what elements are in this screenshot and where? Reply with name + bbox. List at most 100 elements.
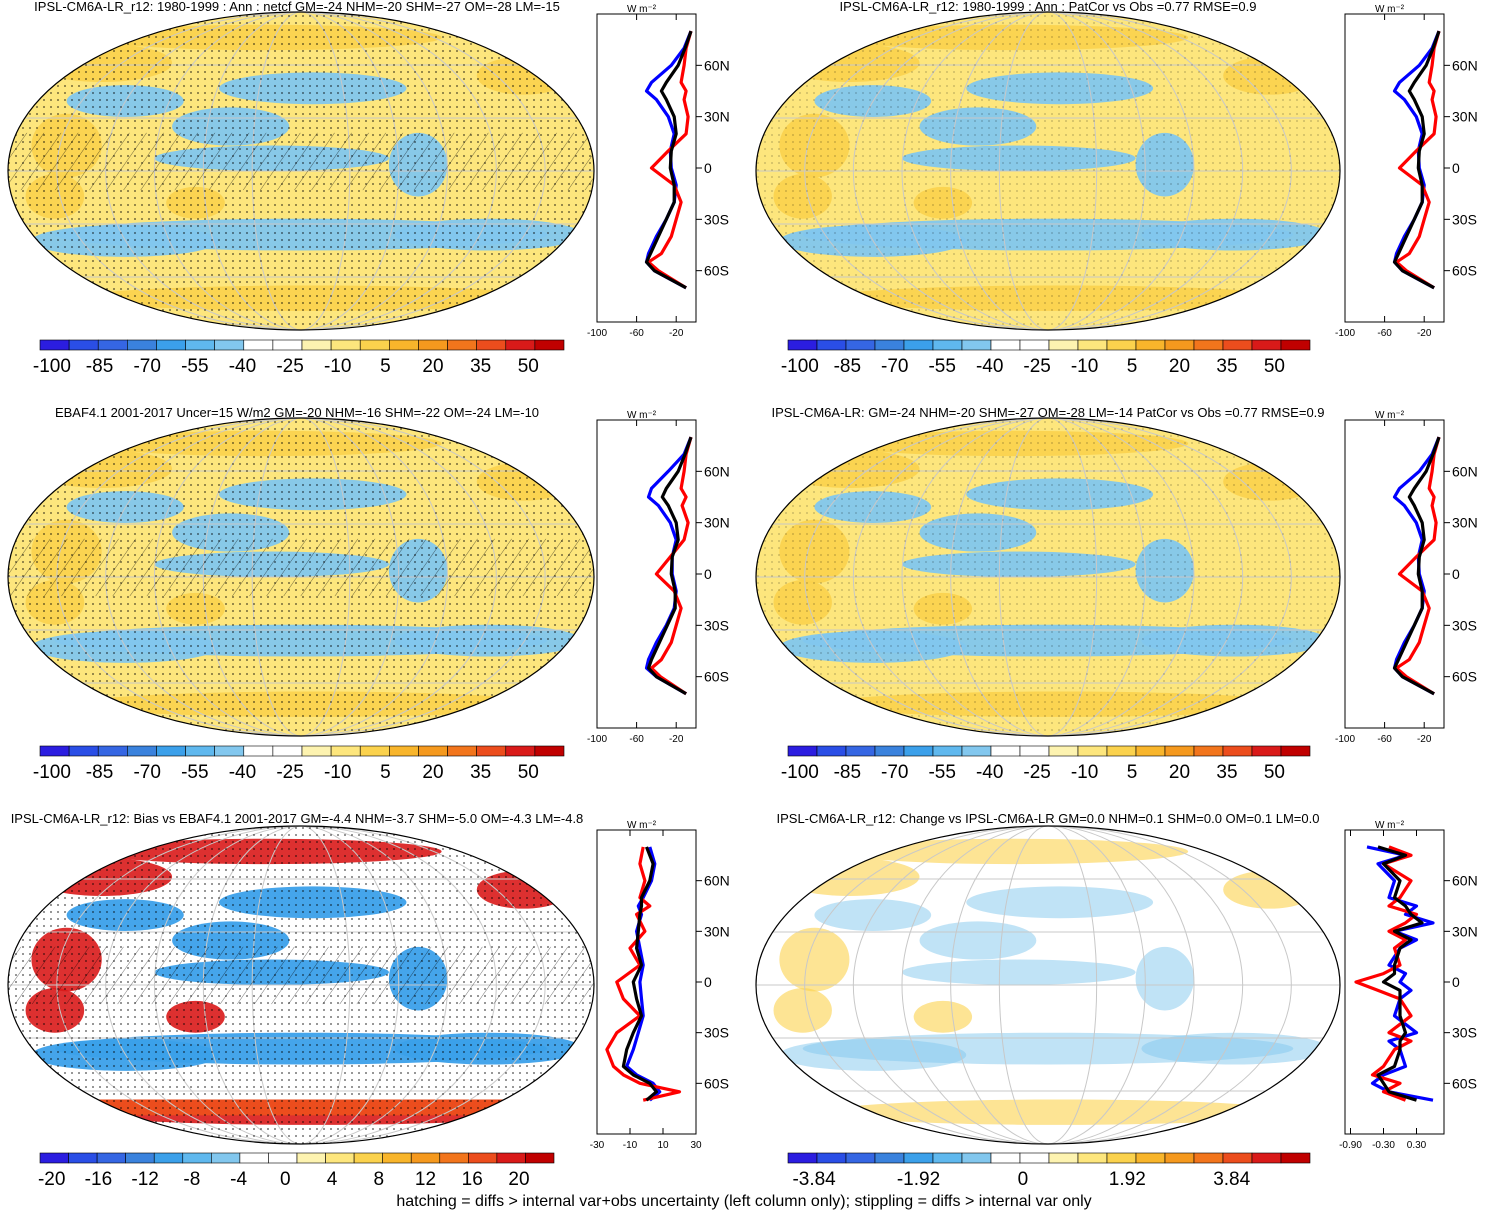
colorbar-swatch: [534, 745, 565, 757]
colorbar-swatch: [787, 745, 818, 757]
colorbar-swatch: [505, 339, 536, 351]
colorbar-tick-label: -12: [131, 1169, 158, 1190]
map-border: [7, 825, 595, 1145]
profile-x-tick-label: -0.90: [1339, 1140, 1362, 1151]
colorbar-tick-label: -85: [834, 762, 861, 783]
latitude-tick-label: 30N: [1452, 109, 1478, 125]
map: [756, 12, 1340, 330]
profile-x-tick-label: -100: [1335, 734, 1355, 745]
map: [8, 418, 594, 736]
colorbar-tick-label: -100: [33, 356, 71, 377]
profile-series-line: [649, 436, 693, 696]
profile-unit-label: W m⁻²: [1375, 410, 1405, 421]
profile-series-line: [1394, 30, 1441, 290]
colorbar-swatch: [325, 1152, 355, 1164]
colorbar-swatch: [816, 1152, 847, 1164]
colorbar-swatch: [1222, 1152, 1253, 1164]
colorbar-tick-label: -3.84: [792, 1169, 836, 1190]
colorbar-swatch: [359, 745, 390, 757]
colorbar-swatch: [845, 1152, 876, 1164]
map-border: [755, 417, 1341, 737]
coastline: [1182, 165, 1223, 279]
colorbar-tick-label: -10: [1071, 762, 1098, 783]
colorbar-swatch: [97, 745, 128, 757]
colorbar-tick-label: 20: [1169, 356, 1190, 377]
map-border: [755, 11, 1341, 331]
colorbar-swatch: [301, 745, 332, 757]
colorbar-tick-label: -20: [38, 1169, 65, 1190]
coastlines: [791, 845, 1258, 1128]
colorbar-tick-label: 0: [1018, 1169, 1029, 1190]
latitude-tick-label: 60N: [704, 57, 730, 73]
colorbar-swatch: [903, 1152, 934, 1164]
colorbar-swatch: [787, 1152, 818, 1164]
colorbar-swatch: [127, 745, 157, 757]
coastline: [1182, 979, 1223, 1093]
colorbar-tick-label: -85: [86, 356, 113, 377]
colorbar-swatch: [787, 339, 818, 351]
zonal-profile: 60N 30N 0 30S 60S -100 -60 -20 W m⁻²: [1335, 410, 1478, 745]
latitude-tick-label: 0: [704, 160, 712, 176]
panel-1: IPSL-CM6A-LR_r12: 1980-1999 : Ann : netc…: [7, 0, 730, 377]
colorbar-swatch: [382, 1152, 412, 1164]
colorbar-tick-label: -85: [86, 762, 113, 783]
coastlines: [43, 845, 512, 1128]
colorbar-swatch: [1077, 745, 1108, 757]
colorbar-swatch: [272, 339, 303, 351]
colorbar-swatch: [874, 339, 905, 351]
colorbar-tick-label: -10: [324, 762, 351, 783]
colorbar-swatch: [1222, 339, 1253, 351]
coastline: [125, 1119, 477, 1129]
colorbar-tick-label: -10: [324, 356, 351, 377]
colorbar-swatch: [125, 1152, 155, 1164]
coastline: [43, 902, 119, 1029]
colorbar-tick-label: 50: [1264, 762, 1285, 783]
colorbar-swatch: [903, 745, 934, 757]
colorbar-tick-label: 50: [1264, 356, 1285, 377]
coastlines: [791, 31, 1258, 314]
colorbar-swatch: [534, 339, 565, 351]
field-high-region: [779, 927, 850, 992]
colorbar-swatch: [330, 339, 361, 351]
colorbar-swatch: [447, 745, 477, 757]
colorbar-swatch: [990, 745, 1021, 757]
colorbar-swatch: [1019, 745, 1050, 757]
colorbar-swatch: [156, 745, 186, 757]
colorbar-swatch: [296, 1152, 326, 1164]
colorbar-swatch: [476, 339, 507, 351]
latitude-tick-label: 60N: [1452, 463, 1478, 479]
colorbar-swatch: [389, 745, 419, 757]
colorbar-swatch: [68, 745, 99, 757]
colorbar-swatch: [932, 339, 963, 351]
colorbar-swatch: [961, 339, 992, 351]
colorbar-swatch: [353, 1152, 383, 1164]
map: [8, 826, 594, 1144]
colorbar-swatch: [1019, 339, 1050, 351]
latitude-tick-label: 60S: [704, 263, 729, 279]
profile-x-tick-label: -60: [629, 328, 644, 339]
colorbar-swatch: [68, 1152, 98, 1164]
latitude-tick-label: 30N: [704, 109, 730, 125]
colorbar-swatch: [1251, 745, 1282, 757]
colorbar-swatch: [961, 745, 992, 757]
colorbar-tick-label: -70: [881, 356, 908, 377]
latitude-tick-label: 30N: [704, 923, 730, 939]
longitude-gridline: [804, 826, 1292, 1144]
colorbar-tick-label: 35: [1216, 762, 1237, 783]
profile-x-tick-label: -30: [590, 1140, 605, 1151]
zonal-profile: 60N 30N 0 30S 60S -100 -60 -20 W m⁻²: [587, 4, 730, 339]
coastline: [791, 88, 867, 215]
panel-title: IPSL-CM6A-LR_r12: 1980-1999 : Ann : netc…: [34, 0, 560, 14]
coastline: [102, 437, 272, 513]
coastline: [849, 845, 1018, 921]
colorbar-swatch: [211, 1152, 241, 1164]
colorbar-tick-label: -100: [781, 356, 819, 377]
longitude-gridline: [852, 826, 1244, 1144]
coastline: [43, 88, 119, 215]
colorbar-tick-label: -25: [1023, 762, 1050, 783]
colorbar-swatch: [272, 745, 303, 757]
colorbar-tick-label: 20: [422, 356, 443, 377]
colorbar-swatch: [359, 339, 390, 351]
colorbar-swatch: [903, 339, 934, 351]
colorbar-swatch: [1280, 745, 1311, 757]
